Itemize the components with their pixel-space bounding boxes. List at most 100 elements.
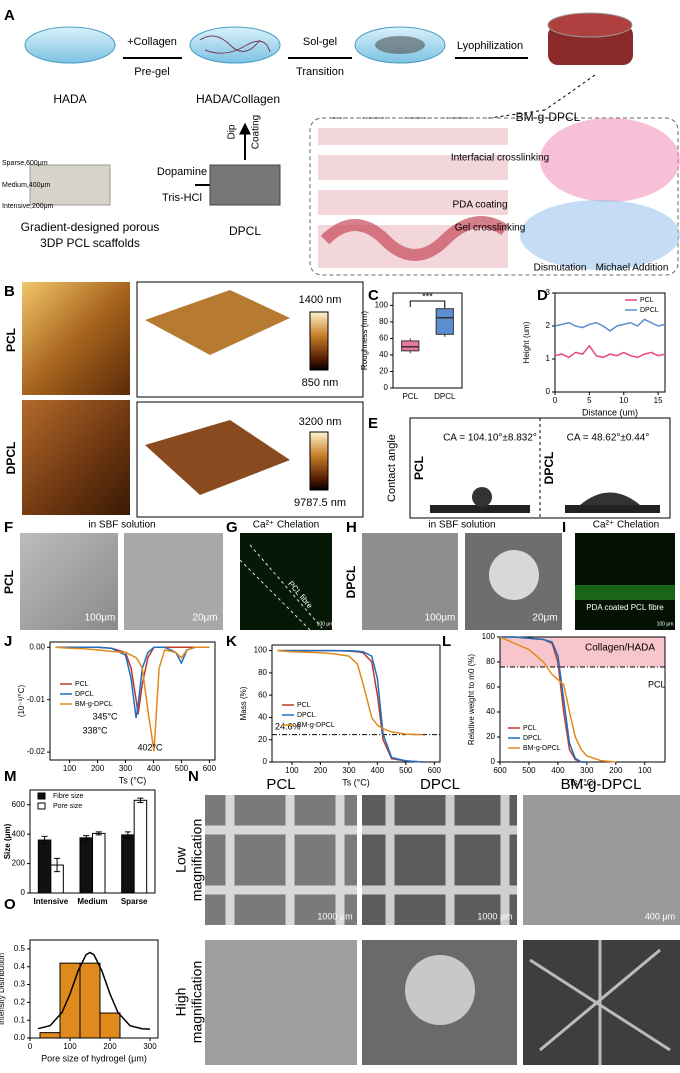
x-tick-label: 0	[553, 396, 558, 405]
series-line	[500, 636, 587, 763]
x-tick-label: 300	[143, 1042, 157, 1051]
y-tick-label: 1	[546, 354, 551, 363]
y-tick-label: 40	[486, 707, 495, 716]
x-tick-label: PCL	[402, 392, 418, 401]
x-tick-label: 5	[587, 396, 592, 405]
label: DPCL	[420, 776, 460, 793]
panel-letter: E	[368, 415, 378, 432]
label: Ca²⁺ Chelation	[593, 520, 659, 531]
label: Dismutation	[534, 263, 587, 274]
panel-letter: B	[4, 283, 15, 300]
panel-fi-art	[20, 533, 675, 631]
panel-letter: A	[4, 7, 15, 24]
x-tick-label: 100	[63, 764, 77, 773]
series-line	[277, 649, 423, 736]
shaded-band	[500, 637, 665, 667]
label: 850 nm	[302, 377, 339, 389]
y-axis-label: Mass (%)	[239, 686, 248, 720]
label: 100μm	[425, 613, 456, 624]
y-tick-label: 40	[379, 350, 388, 359]
reference-label: PCL	[648, 679, 666, 689]
annotation: 402°C	[137, 742, 163, 752]
label: magnification	[189, 819, 205, 902]
label: PCL	[412, 456, 426, 480]
panel-letter: N	[188, 768, 199, 785]
y-tick-label: 0.5	[14, 944, 26, 953]
x-tick-label: 600	[203, 764, 217, 773]
x-tick-label: 300	[342, 766, 356, 775]
y-tick-label: 0	[546, 387, 551, 396]
label: in SBF solution	[428, 520, 495, 531]
label: DPCL	[229, 224, 261, 238]
error-bar	[83, 835, 90, 841]
label: DPCL	[344, 566, 358, 599]
label: Interfacial crosslinking	[451, 153, 549, 164]
annotation: 345°C	[92, 711, 118, 721]
label: 1000 μm	[477, 911, 512, 921]
annotation: 338°C	[82, 725, 108, 735]
label: 100 μm	[657, 621, 674, 627]
panel-letter: G	[226, 519, 238, 536]
label: Sparse,600μm	[2, 160, 48, 167]
x-tick-label: 500	[522, 766, 536, 775]
y-tick-label: 0	[491, 757, 496, 766]
legend-label: PCL	[75, 681, 89, 688]
label: PCL	[2, 570, 16, 594]
legend-swatch	[37, 792, 46, 800]
y-tick-label: 200	[12, 859, 26, 868]
x-tick-label: Sparse	[121, 897, 148, 906]
x-tick-label: 200	[314, 766, 328, 775]
y-tick-label: 600	[12, 800, 26, 809]
legend-label: PCL	[640, 297, 654, 304]
y-tick-label: 0	[21, 888, 26, 897]
series-line	[277, 649, 423, 763]
panel-letter: F	[4, 519, 13, 536]
y-axis-label: Intensity Distribution	[0, 953, 6, 1025]
panel-letter: J	[4, 633, 12, 650]
label: CA = 48.62°±0.44°	[567, 433, 650, 444]
y-tick-label: 0.4	[14, 962, 26, 971]
label: 3200 nm	[299, 416, 342, 428]
y-tick-label: -0.01	[27, 695, 46, 704]
label: Contact angle	[386, 434, 398, 502]
panel-letter: L	[442, 633, 451, 650]
legend-label: BM-g-DPCL	[523, 745, 561, 752]
label: PDA coated PCL fibre	[586, 603, 664, 612]
hist-bar	[99, 1012, 121, 1039]
y-tick-label: 80	[486, 657, 495, 666]
error-bar	[137, 797, 144, 804]
legend-label: Fibre size	[53, 793, 83, 800]
label: Lyophilization	[457, 40, 523, 52]
label: Sol-gel	[303, 36, 337, 48]
x-tick-label: 200	[91, 764, 105, 773]
label: Low	[173, 846, 189, 873]
band-label: Collagen/HADA	[585, 643, 655, 654]
y-axis-label: Size (μm)	[3, 823, 12, 859]
reference-label: 24.6%	[275, 721, 301, 731]
y-tick-label: 60	[258, 690, 267, 699]
fit-curve	[37, 951, 151, 1030]
y-tick-label: 60	[379, 334, 388, 343]
bar	[79, 837, 93, 894]
x-tick-label: 300	[119, 764, 133, 773]
x-tick-label: 600	[493, 766, 507, 775]
label: Transition	[296, 66, 344, 78]
panel-a-art	[24, 12, 680, 276]
x-tick-label: 15	[654, 396, 663, 405]
label: High	[173, 988, 189, 1017]
x-tick-label: 100	[63, 1042, 77, 1051]
label: Gradient-designed porous	[21, 220, 160, 234]
x-tick-label: 10	[619, 396, 628, 405]
bar	[133, 799, 148, 894]
box	[435, 308, 454, 335]
x-tick-label: 500	[175, 764, 189, 773]
y-tick-label: 400	[12, 829, 26, 838]
label: Medium,400μm	[2, 182, 51, 189]
y-tick-label: 0.00	[29, 642, 45, 651]
label: Gel crosslinking	[455, 223, 526, 234]
x-tick-label: 400	[371, 766, 385, 775]
x-axis-label: Ts (°C)	[119, 775, 147, 785]
label: 20μm	[532, 613, 557, 624]
y-axis-label: Relative weight to m0 (%)	[467, 654, 476, 745]
